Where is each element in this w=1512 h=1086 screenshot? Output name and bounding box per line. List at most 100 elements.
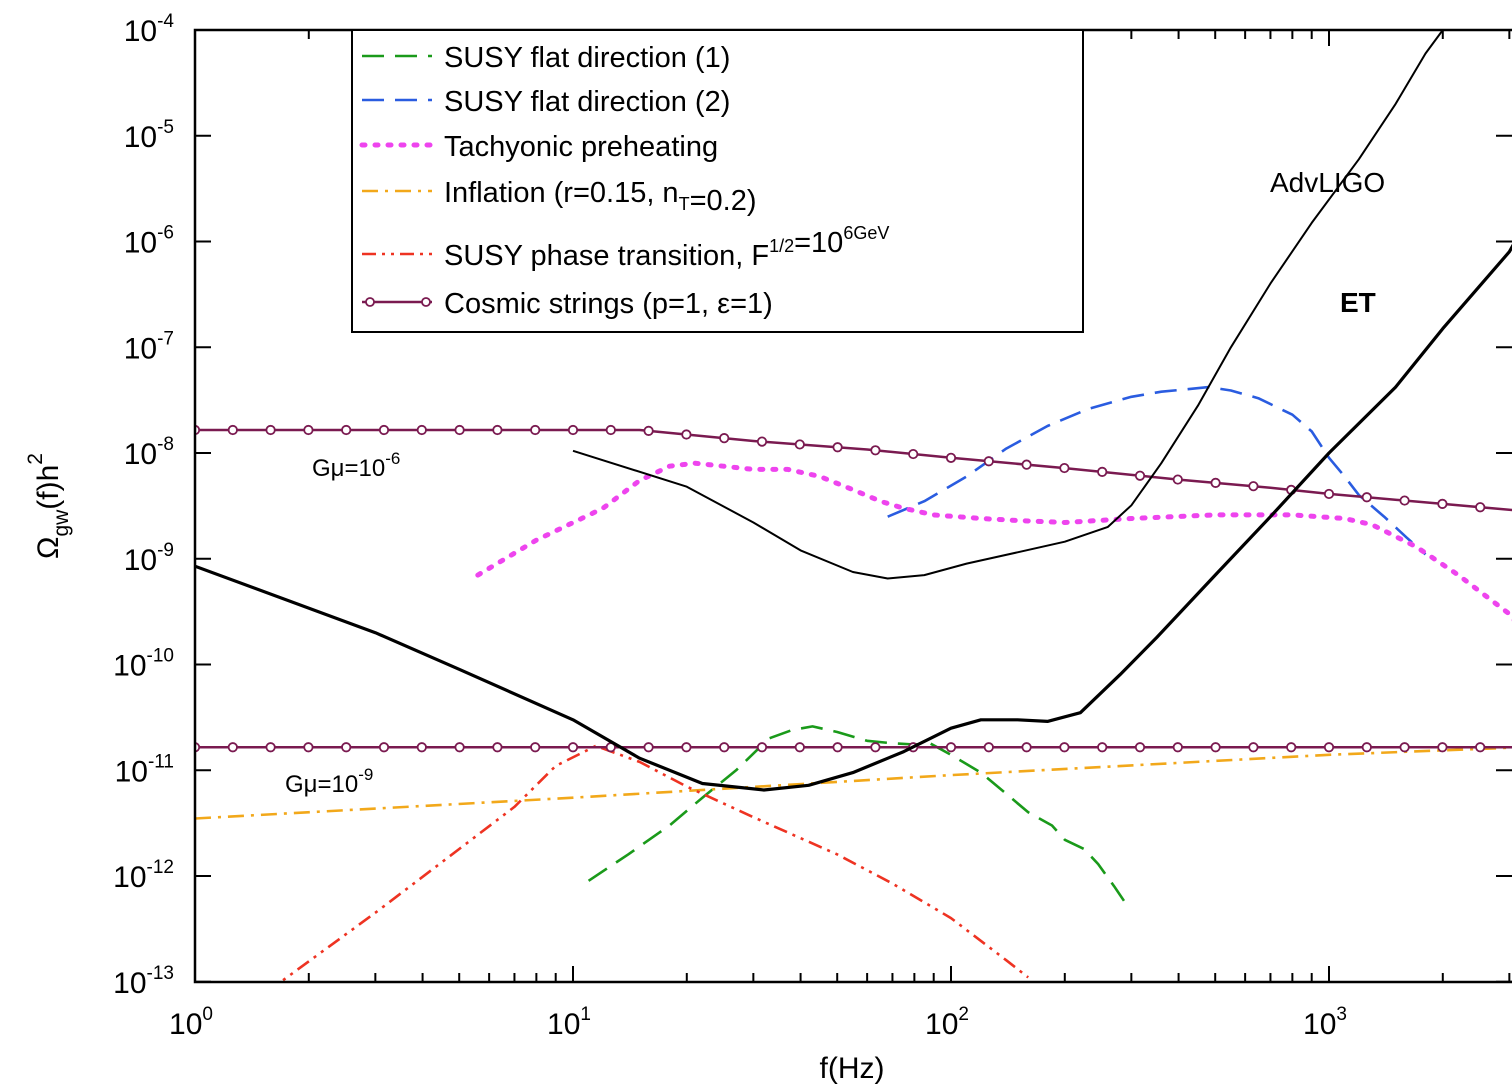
series-marker [567,742,579,753]
series-marker [1248,742,1259,753]
series-marker [1361,742,1372,753]
series-marker [454,742,465,753]
series-marker [1021,742,1032,753]
series-marker [454,424,465,436]
annotations: AdvLIGO ET Gμ=10-6 Gμ=10-9 [285,167,1385,798]
series-marker [681,429,692,440]
series-marker [945,742,957,753]
series-marker [492,424,503,436]
series-marker [265,424,276,436]
series-marker [643,742,654,753]
series-marker [378,742,390,753]
y-tick-label: 10-4 [124,11,175,48]
series-marker [1361,492,1372,503]
y-axis-label-text: Ωgw(f)h2 [24,453,73,559]
series-marker [719,742,730,753]
series-marker [983,742,994,753]
y-tick-label: 10-12 [113,857,174,894]
series-marker [643,425,654,436]
series-marker [1021,459,1032,470]
series-line-0 [587,725,1127,905]
series-marker [1475,742,1486,753]
series-line-1 [887,385,1427,556]
y-tick-label: 10-11 [115,751,174,788]
annotation-et: ET [1340,287,1376,318]
series-marker [870,445,881,456]
series-marker [870,742,881,753]
x-tick-label: 101 [547,1004,591,1041]
series-marker [794,742,805,753]
legend-box [351,29,1084,333]
series-marker [341,424,352,436]
series-line-7 [572,30,1444,580]
series-marker [1172,474,1183,485]
series-marker [341,742,352,753]
series-line-2 [475,460,1512,622]
series-marker [1475,502,1486,513]
annotation-gmu6: Gμ=10-6 [312,449,400,482]
legend-label-1: SUSY flat direction (2) [444,86,730,118]
series-marker [756,742,768,753]
series-line-5 [195,428,1512,512]
series-line-4 [278,744,1030,982]
series-line-3 [195,746,1512,820]
series-marker [1399,495,1410,506]
series-marker [1134,742,1146,753]
series-marker [1059,742,1070,753]
series-marker [378,424,390,436]
y-axis-label: Ωgw(f)h2 [24,453,73,559]
series-marker [794,439,805,450]
series-marker [416,424,427,436]
series-marker [1323,742,1335,753]
series-marker [983,456,994,467]
series-marker [945,452,957,463]
y-tick-label: 10-5 [124,117,174,154]
annotation-advligo: AdvLIGO [1270,167,1385,198]
series-marker [1059,462,1070,474]
series-marker [1323,488,1335,500]
series-marker [1210,477,1221,488]
series-marker [605,424,616,436]
y-tick-label: 10-9 [124,540,174,577]
series-marker [832,442,843,453]
y-tick-label: 10-10 [113,646,174,683]
series-marker [1134,470,1146,481]
series-marker [265,742,276,753]
series-line-8 [195,243,1512,792]
legend-label-2: Tachyonic preheating [444,131,718,163]
series-marker [303,424,314,436]
legend-marker [365,297,375,307]
x-tick-label: 103 [1303,1004,1347,1041]
series-marker [681,742,692,753]
series-layer [195,30,1512,982]
series-marker [832,742,843,753]
series-marker [1399,742,1410,753]
legend-label-3: Inflation (r=0.15, nT=0.2) [444,177,757,217]
annotation-gmu9: Gμ=10-9 [285,765,373,798]
x-axis-label: f(Hz) [820,1052,885,1085]
y-tick-label: 10-8 [124,434,174,471]
series-marker [908,448,919,460]
legend-label-5: Cosmic strings (p=1, ε=1) [444,288,773,320]
series-marker [530,424,541,436]
series-marker [567,424,579,436]
series-marker [227,424,238,436]
series-marker [1172,742,1183,753]
series-marker [1286,742,1297,753]
y-tick-label: 10-6 [124,223,174,260]
y-tick-label: 10-13 [113,963,174,1000]
series-marker [1437,498,1448,509]
series-marker [1097,466,1108,477]
series-marker [1248,481,1259,492]
series-marker [756,436,768,447]
series-marker [492,742,503,753]
series-marker [1437,742,1448,753]
legend-label-0: SUSY flat direction (1) [444,42,730,74]
series-marker [303,742,314,753]
tick-labels: 100 101 102 103 10-4 10-5 10-6 10-7 10-8 10-9 10-1… [113,11,1347,1041]
series-marker [1210,742,1221,753]
x-tick-label: 102 [925,1004,969,1041]
series-marker [416,742,427,753]
x-tick-label: 100 [169,1004,213,1041]
